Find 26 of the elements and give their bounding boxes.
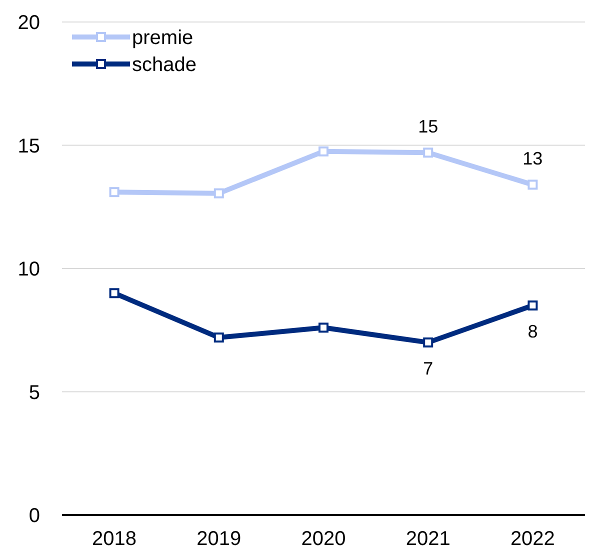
data-label: 7 <box>423 358 434 378</box>
x-tick-label: 2021 <box>406 528 450 550</box>
legend-label: premie <box>132 27 194 49</box>
point <box>109 187 120 198</box>
data-label: 15 <box>418 116 438 137</box>
y-tick-label: 15 <box>18 135 40 158</box>
point <box>109 288 120 298</box>
y-tick-label: 5 <box>28 382 40 404</box>
point <box>528 180 538 190</box>
x-tick-label: 2022 <box>510 528 555 550</box>
data-label: 13 <box>522 148 543 169</box>
point <box>423 337 434 348</box>
data-label: 8 <box>528 321 538 342</box>
y-tick-label: 10 <box>18 258 40 280</box>
point <box>214 332 224 343</box>
point <box>214 188 224 198</box>
x-tick-label: 2020 <box>301 528 346 550</box>
x-tick-label: 2019 <box>196 528 242 550</box>
point <box>423 148 434 158</box>
point <box>318 322 328 333</box>
y-tick-label: 0 <box>28 505 40 527</box>
point <box>318 146 328 156</box>
y-tick-label: 20 <box>18 12 40 34</box>
x-tick-label: 2018 <box>92 528 137 550</box>
legend-label: schade <box>132 54 196 76</box>
point <box>528 300 538 310</box>
